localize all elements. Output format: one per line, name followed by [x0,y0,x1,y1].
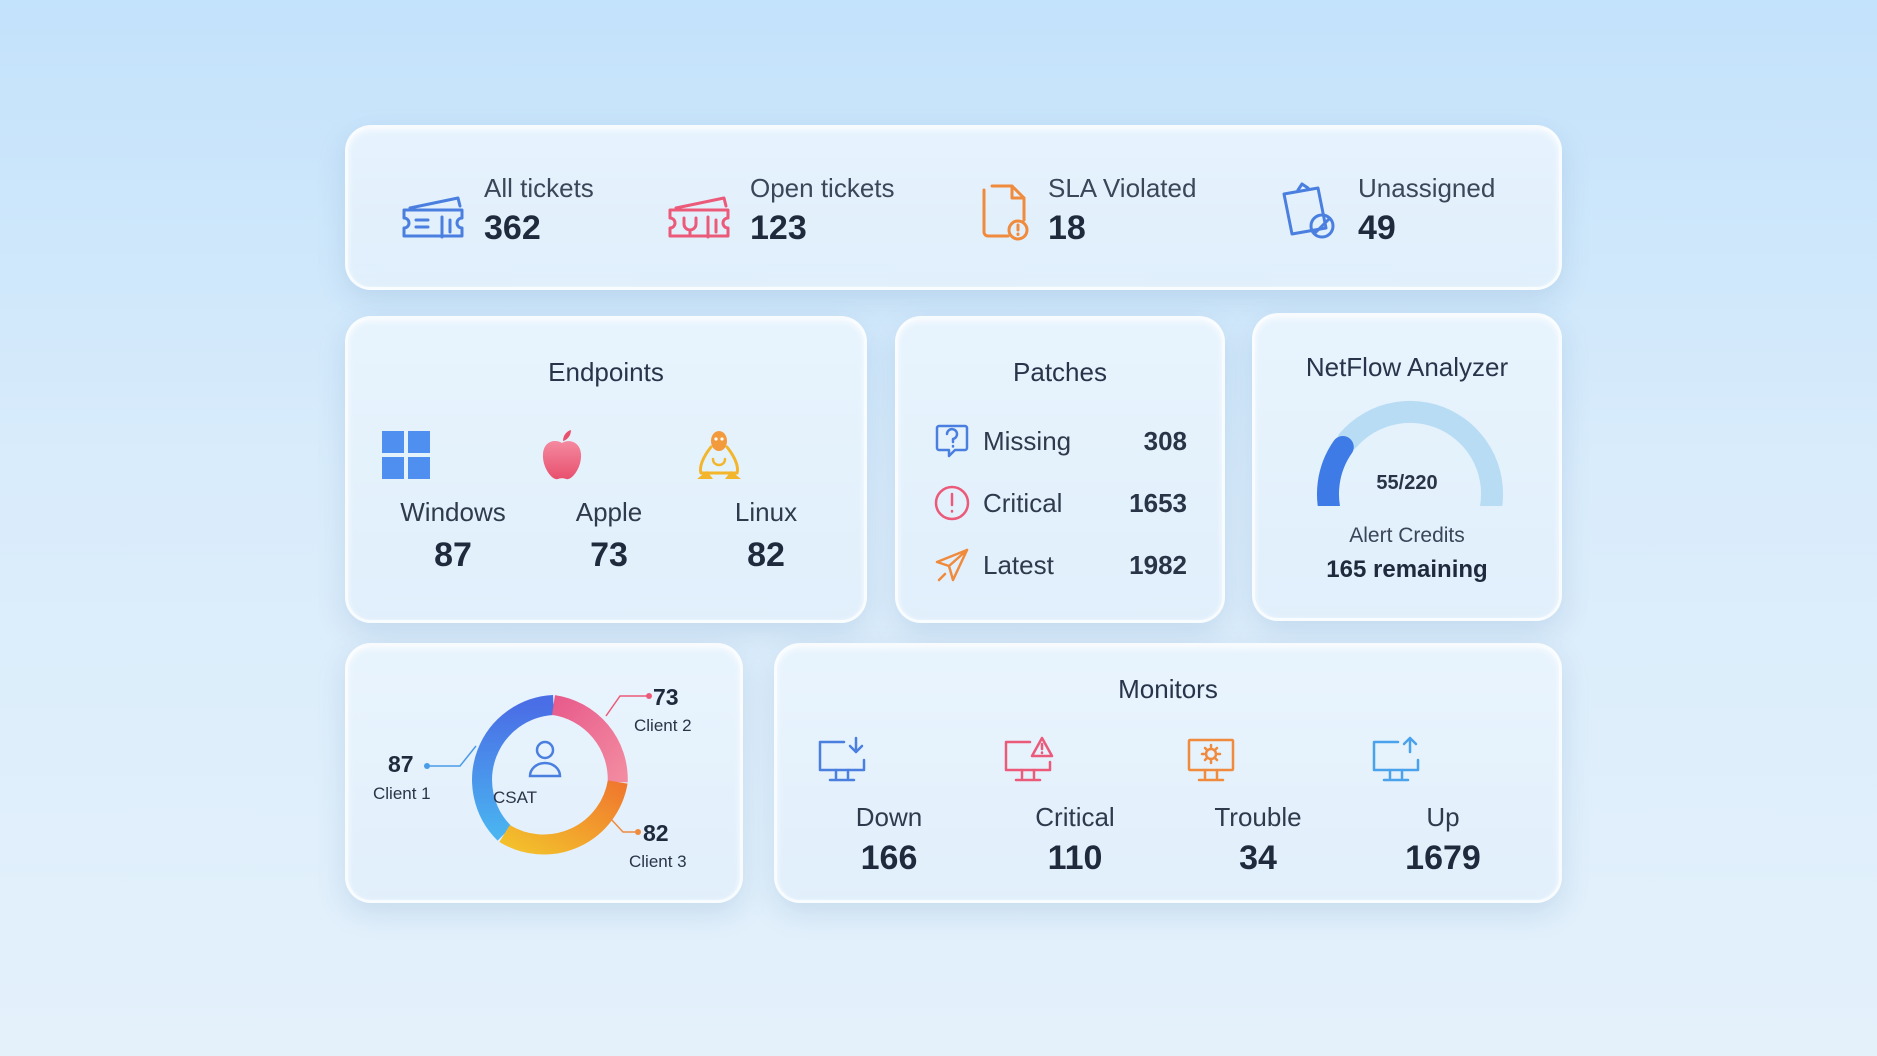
patches-title: Patches [1013,357,1107,387]
monitor-down-value: 166 [860,839,918,877]
gauge-value: 55/220 [1376,472,1438,494]
monitors-card[interactable]: Monitors Down 166 Critical 110 [774,643,1562,903]
monitors-title: Monitors [1118,674,1218,704]
open-tickets-stat[interactable]: Open tickets 123 [666,173,895,249]
monitor-critical-value: 110 [1047,839,1103,877]
monitor-down[interactable]: Down 166 [814,734,964,878]
gauge-fill [1316,436,1354,506]
apple-icon [534,427,684,483]
unassigned-stat[interactable]: Unassigned 49 [1278,173,1495,249]
csat-leader-client-1 [428,745,477,767]
csat-center-label: CSAT [492,788,538,807]
csat-segment-client-3 [499,780,628,855]
endpoints-title: Endpoints [548,357,664,387]
question-icon [933,422,971,460]
netflow-title: NetFlow Analyzer [1305,352,1509,382]
monitor-up[interactable]: Up 1679 [1368,734,1518,878]
client-3-value: 82 [643,820,669,846]
alert-icon [933,484,971,522]
monitor-up-label: Up [1426,802,1460,832]
monitor-critical-label: Critical [1035,802,1115,832]
csat-segment-client-2 [551,695,628,783]
alert-credits-remaining: 165 remaining [1326,556,1488,583]
monitor-trouble-label: Trouble [1214,802,1302,832]
endpoint-windows-value: 87 [434,536,472,574]
csat-card[interactable]: CSAT 87 Client 1 73 Client 2 82 Client 3 [345,643,743,903]
patches-card[interactable]: Patches Missing 308 Critical 1653 [895,316,1225,623]
monitor-critical-icon [1000,734,1150,788]
endpoint-windows-label: Windows [400,497,506,527]
monitor-trouble[interactable]: Trouble 34 [1183,734,1333,878]
client-1-value: 87 [388,751,414,777]
sla-violated-label: SLA Violated [1048,173,1197,203]
csat-leader-client-3 [609,817,637,833]
open-tickets-label: Open tickets [750,173,895,203]
endpoint-linux-label: Linux [734,497,798,527]
patch-critical-value: 1653 [1129,487,1187,518]
unassigned-value: 49 [1358,209,1396,247]
netflow-analyzer-card[interactable]: NetFlow Analyzer 55/220 Alert Credits 16… [1252,313,1562,621]
monitor-trouble-icon [1183,734,1333,788]
gauge-track [1337,400,1504,506]
csat-leader-client-2 [605,695,648,717]
sla-violated-stat[interactable]: SLA Violated 18 [978,173,1196,249]
client-1-label: Client 1 [373,784,431,803]
endpoint-apple-value: 73 [590,536,628,574]
patch-row-critical[interactable]: Critical 1653 [933,483,1187,523]
monitor-down-icon [814,734,964,788]
user-icon [528,740,562,778]
sla-violated-icon [978,180,1032,242]
endpoint-linux[interactable]: Linux 82 [691,427,841,575]
patch-missing-label: Missing [983,425,1072,456]
csat-donut [424,693,652,855]
endpoint-windows[interactable]: Windows 87 [378,427,528,575]
endpoint-apple-label: Apple [575,497,643,527]
monitor-up-value: 1679 [1405,839,1481,877]
patch-latest-value: 1982 [1129,549,1187,580]
open-ticket-icon [666,180,734,242]
linux-icon [691,427,841,483]
all-tickets-value: 362 [484,209,541,247]
windows-icon [378,427,528,483]
patch-row-missing[interactable]: Missing 308 [933,421,1187,461]
monitor-trouble-value: 34 [1239,839,1277,877]
endpoint-linux-value: 82 [747,536,785,574]
alert-credits-gauge [1316,400,1504,506]
monitor-down-label: Down [855,802,923,832]
client-2-value: 73 [653,684,679,710]
csat-segment-client-1 [472,695,555,841]
client-2-label: Client 2 [634,716,692,735]
patch-missing-value: 308 [1143,425,1187,456]
alert-credits-label: Alert Credits [1349,524,1465,547]
endpoint-apple[interactable]: Apple 73 [534,427,684,575]
unassigned-label: Unassigned [1358,173,1496,203]
paper-plane-icon [933,546,971,584]
patch-latest-label: Latest [983,549,1054,580]
monitor-up-icon [1368,734,1518,788]
unassigned-icon [1278,180,1342,242]
client-3-label: Client 3 [629,852,687,871]
all-tickets-label: All tickets [484,173,594,203]
all-tickets-stat[interactable]: All tickets 362 [400,173,594,249]
endpoints-card[interactable]: Endpoints Windows 87 [345,316,867,623]
patch-row-latest[interactable]: Latest 1982 [933,545,1187,585]
monitor-critical[interactable]: Critical 110 [1000,734,1150,878]
tickets-summary-card: All tickets 362 Open tickets 123 [345,125,1562,290]
open-tickets-value: 123 [750,209,807,247]
sla-violated-value: 18 [1048,209,1086,247]
ticket-icon [400,180,468,242]
patch-critical-label: Critical [983,487,1063,518]
